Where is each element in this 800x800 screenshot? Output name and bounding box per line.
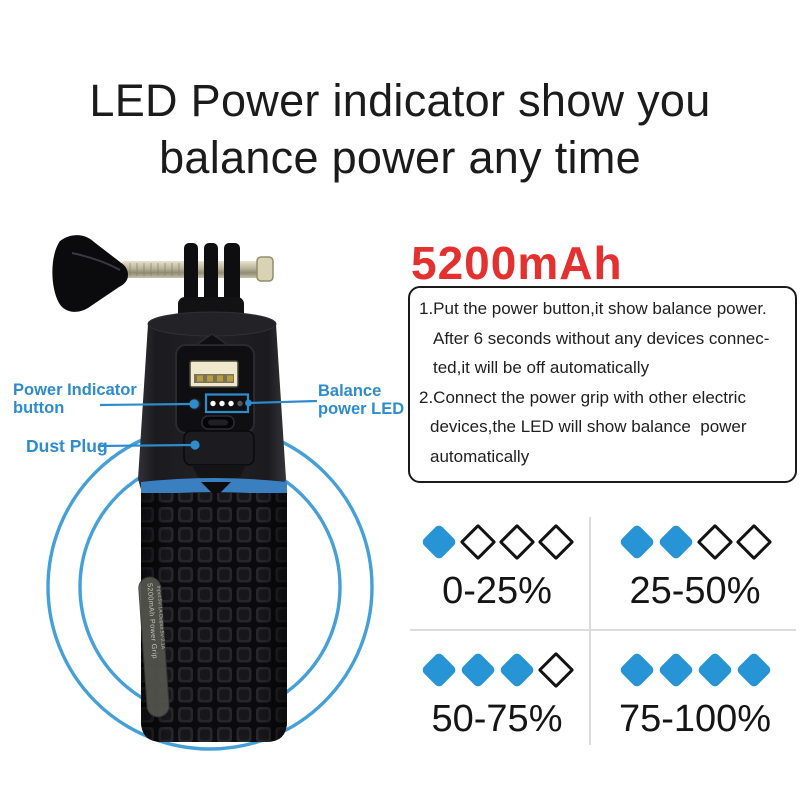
- callout-power-indicator: Power Indicator button: [13, 381, 137, 417]
- battery-level-cell: 75-100%: [593, 650, 797, 739]
- dust-plug-line: [97, 443, 194, 448]
- instruction-line: devices,the LED will show balance power: [430, 417, 747, 436]
- diamond-indicator-row: [618, 650, 772, 690]
- battery-percent-label: 25-50%: [629, 570, 761, 612]
- grip-label-text-2: Input:5V-1A Output:5V-2.1A: [155, 585, 165, 650]
- diamond-indicator-row: [420, 522, 574, 562]
- page-title: LED Power indicator show you balance pow…: [0, 72, 800, 186]
- instruction-line: 1.Put the power button,it show balance p…: [419, 299, 767, 318]
- micro-usb-port: [201, 415, 235, 430]
- diamond-filled: [459, 650, 496, 690]
- diamond-filled: [420, 522, 457, 562]
- bolt-threads: [129, 263, 180, 276]
- diamond-indicator-row: [618, 522, 772, 562]
- dust-plug-dot: [190, 440, 200, 450]
- power-indicator-line: [99, 402, 192, 407]
- mount-prong-3: [224, 243, 240, 305]
- grid-divider-vertical: [589, 517, 591, 745]
- battery-level-cell: 0-25%: [405, 522, 589, 611]
- callout-balance-led: Balance power LED: [318, 382, 405, 418]
- gopro-mount: [52, 235, 274, 323]
- battery-percent-label: 50-75%: [431, 698, 563, 740]
- battery-level-cell: 25-50%: [593, 522, 797, 611]
- grip-label-strip: 5200mAh Power Grip Input:5V-1A Output:5V…: [138, 576, 170, 718]
- dust-plug-flap[interactable]: [183, 430, 255, 480]
- grip-handle: [141, 493, 287, 742]
- balance-led-line: [247, 399, 318, 405]
- diamond-empty: [537, 650, 574, 690]
- diamond-filled: [420, 650, 457, 690]
- callout-balance-line-2: power LED: [318, 399, 405, 418]
- title-line-2: balance power any time: [159, 132, 641, 183]
- bolt-nut: [256, 256, 274, 282]
- callout-balance-line-1: Balance: [318, 382, 382, 400]
- instruction-line: After 6 seconds without any devices conn…: [433, 328, 770, 348]
- instruction-line: automatically: [430, 446, 530, 466]
- usb-port: [189, 360, 239, 388]
- diamond-filled: [618, 650, 655, 690]
- mount-prong-1: [184, 243, 198, 305]
- diamond-empty: [459, 522, 496, 562]
- led-dots: [210, 400, 243, 407]
- diamond-empty: [696, 522, 733, 562]
- power-grip-illustration: 5200mAh Power Grip Input:5V-1A Output:5V…: [46, 235, 374, 751]
- head-top-cap: [147, 311, 277, 337]
- title-line-1: LED Power indicator show you: [89, 75, 711, 126]
- diamond-indicator-row: [420, 650, 574, 690]
- diamond-filled: [618, 522, 655, 562]
- diamond-empty: [498, 522, 535, 562]
- diamond-filled: [696, 650, 733, 690]
- battery-level-cell: 50-75%: [405, 650, 589, 739]
- instructions-box: 1.Put the power button,it show balance p…: [408, 286, 797, 483]
- callout-power-line-1: Power Indicator: [13, 381, 137, 399]
- diamond-filled: [735, 650, 772, 690]
- battery-percent-label: 75-100%: [618, 698, 772, 740]
- diamond-filled: [657, 650, 694, 690]
- diamond-empty: [735, 522, 772, 562]
- grid-divider-horizontal: [410, 629, 796, 631]
- ring-notch: [201, 482, 231, 497]
- diamond-empty: [537, 522, 574, 562]
- thumbscrew-knob: [52, 235, 128, 312]
- mount-prong-2: [204, 243, 218, 305]
- diamond-filled: [498, 650, 535, 690]
- instruction-line: 2.Connect the power grip with other elec…: [419, 387, 746, 407]
- diamond-filled: [657, 522, 694, 562]
- battery-percent-label: 0-25%: [442, 570, 552, 612]
- balance-led-dot: [245, 399, 252, 407]
- capacity-headline: 5200mAh: [411, 237, 623, 289]
- instruction-line: ted,it will be off automatically: [433, 358, 650, 377]
- power-indicator-dot: [189, 399, 199, 409]
- callout-dust-plug: Dust Plug: [26, 436, 108, 456]
- callout-power-line-2: button: [13, 398, 65, 417]
